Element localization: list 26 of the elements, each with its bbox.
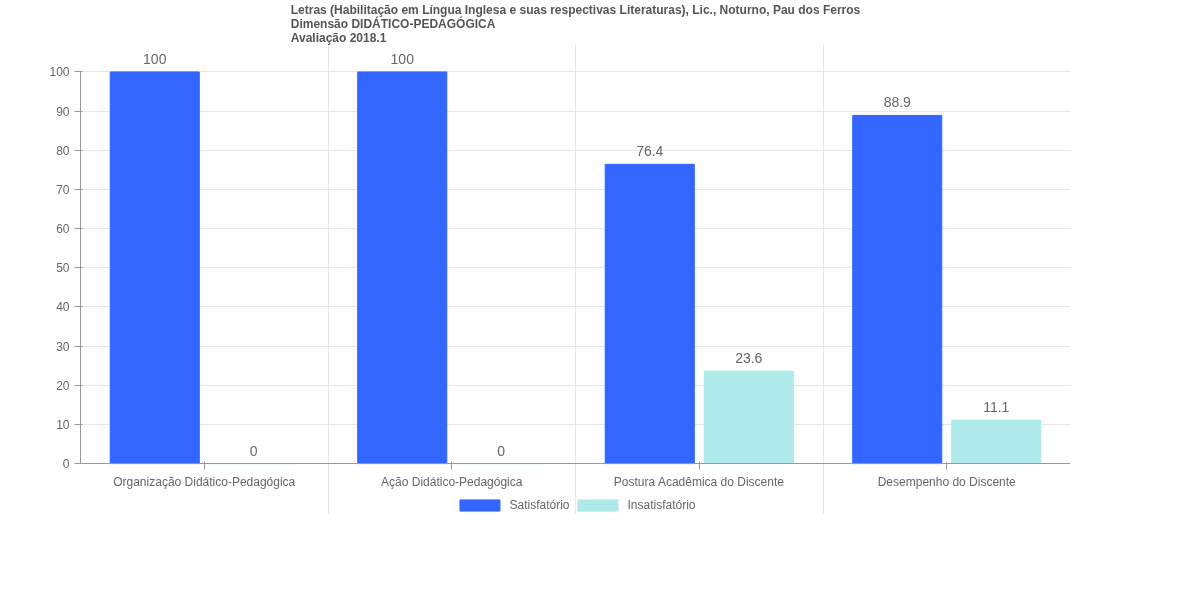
data-label: 0 (497, 442, 506, 459)
data-label: 76.4 (636, 143, 664, 160)
y-tick-label: 40 (56, 300, 70, 315)
y-tick-label: 10 (56, 417, 70, 432)
x-tick-label: Organização Didático-Pedagógica (113, 474, 296, 489)
y-tick-label: 0 (62, 457, 70, 472)
legend-label: Satisfatório (509, 498, 570, 512)
x-tick-label: Ação Didático-Pedagógica (381, 474, 523, 489)
legend-label: Insatisfatório (627, 498, 696, 512)
data-label: 23.6 (735, 350, 763, 367)
data-label: 100 (390, 50, 415, 67)
chart-title: Letras (Habilitação em Língua Inglesa e suas respectivas Literaturas), Lic., Noturno, Pau dos Ferros Dimensão DIDÁTICO-PEDAGÓGICA Avaliação 2018.1 (290, 2, 861, 45)
y-tick-label: 90 (56, 104, 70, 119)
data-label: 11.1 (983, 399, 1010, 416)
y-tick-label: 60 (56, 222, 70, 237)
y-tick-label: 70 (56, 182, 70, 197)
x-tick-label: Desempenho do Discente (877, 474, 1017, 489)
y-tick-label: 30 (56, 339, 70, 354)
data-label: 0 (249, 442, 258, 459)
y-tick-label: 20 (56, 378, 70, 393)
data-label: 88.9 (883, 94, 912, 111)
y-tick-label: 100 (49, 65, 70, 80)
data-label: 100 (143, 50, 167, 67)
x-tick-label: Postura Acadêmica do Discente (613, 474, 785, 489)
y-tick-label: 80 (56, 143, 70, 158)
y-tick-label: 50 (56, 261, 70, 276)
